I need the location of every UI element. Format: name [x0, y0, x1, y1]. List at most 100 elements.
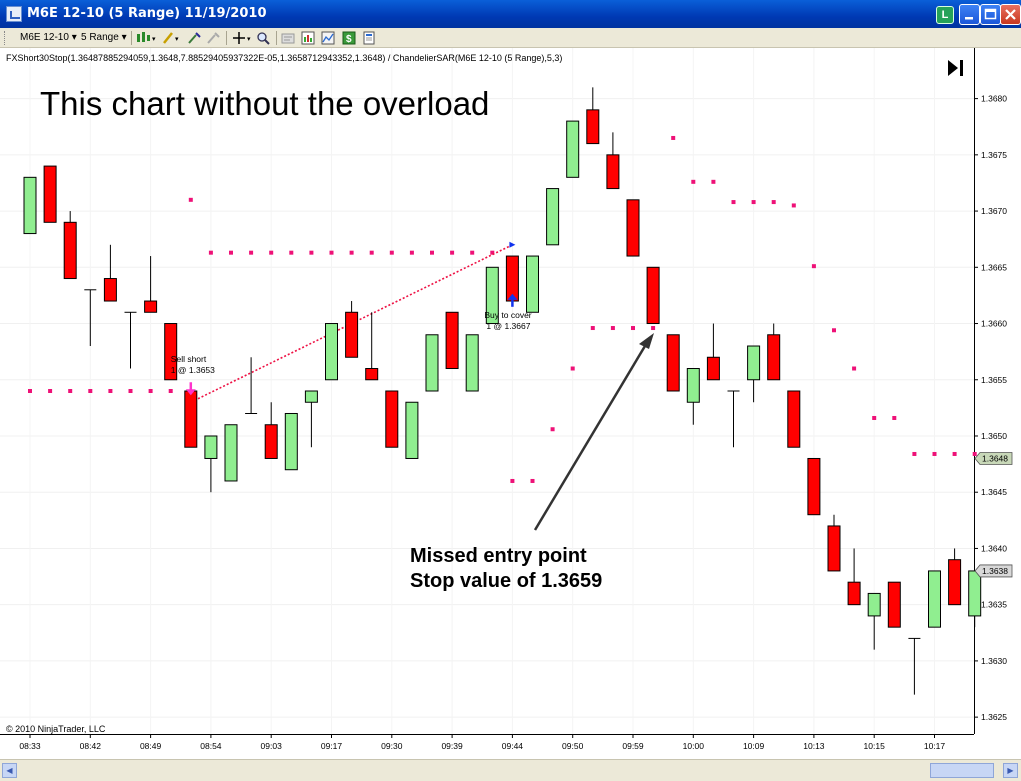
- candle: [385, 390, 399, 448]
- x-tick-label: 10:15: [864, 741, 886, 751]
- candle: [345, 301, 359, 358]
- y-tick-label: 1.3680: [981, 94, 1007, 104]
- candle: [23, 176, 37, 235]
- candle-body-down: [43, 165, 57, 223]
- stop-dot: [852, 366, 857, 371]
- x-tick-label: 09:30: [381, 741, 403, 751]
- candle: [686, 368, 700, 425]
- stop-dot: [791, 203, 796, 208]
- stop-dot: [229, 250, 233, 255]
- horizontal-scrollbar[interactable]: ◀ ▶: [0, 759, 1021, 781]
- maximize-button[interactable]: [980, 4, 1001, 25]
- candle-body-up: [566, 120, 580, 178]
- order-entry-icon[interactable]: [281, 31, 295, 45]
- candle: [224, 424, 238, 482]
- indicator-label: FXShort30Stop(1.36487885294059,1.3648,7.…: [6, 53, 562, 63]
- strategies-icon[interactable]: [206, 31, 220, 45]
- candle-body-up: [526, 255, 539, 313]
- candle-body-down: [706, 356, 720, 381]
- candle-body-up: [747, 345, 761, 381]
- y-tick-label: 1.3625: [981, 712, 1007, 722]
- chart-properties-icon[interactable]: [321, 31, 335, 45]
- candle-body-up: [204, 435, 218, 459]
- candle-body-up: [425, 334, 439, 392]
- x-tick-label: 10:13: [803, 741, 825, 751]
- candle: [304, 390, 318, 448]
- x-tick-label: 08:42: [80, 741, 102, 751]
- candle-body-up: [224, 424, 238, 482]
- candle-body-up: [23, 176, 37, 235]
- window-titlebar: M6E 12-10 (5 Range) 11/19/2010 L: [0, 0, 1021, 28]
- x-tick-label: 09:39: [441, 741, 463, 751]
- candle: [63, 211, 77, 280]
- crosshair-icon[interactable]: ▾: [232, 31, 251, 45]
- x-tick-label: 09:17: [321, 741, 343, 751]
- candle: [84, 289, 97, 347]
- link-badge-button[interactable]: L: [936, 6, 954, 24]
- instrument-selector[interactable]: M6E 12-10 ▾: [20, 32, 77, 43]
- price-marker-tag: [974, 452, 1013, 465]
- stop-dot: [711, 179, 716, 184]
- price-chart[interactable]: 1.3625 1.3630 1.3635 1.3640 1.3645 1.3650 1.36…: [0, 48, 1021, 759]
- candle-body-up: [686, 368, 700, 403]
- toolbar-grip[interactable]: [4, 31, 8, 45]
- candle-body-down: [666, 334, 680, 392]
- stop-series: [28, 135, 977, 483]
- candle-body-down: [827, 525, 841, 572]
- window-title: M6E 12-10 (5 Range) 11/19/2010: [27, 6, 267, 21]
- stop-dot: [48, 389, 53, 393]
- candle: [103, 244, 117, 302]
- period-selector[interactable]: 5 Range ▾: [81, 32, 127, 43]
- exit-marker: [509, 241, 516, 248]
- stop-dot: [490, 250, 495, 255]
- bar-type-icon[interactable]: ▾: [136, 31, 156, 45]
- candle-body-down: [586, 109, 600, 145]
- close-button[interactable]: [1000, 4, 1021, 25]
- stop-dot: [631, 326, 635, 331]
- candle: [787, 390, 801, 448]
- candle: [325, 323, 338, 381]
- stop-dot: [530, 478, 535, 483]
- stop-dot: [610, 326, 615, 331]
- candle: [606, 132, 620, 190]
- scroll-right-button[interactable]: ▶: [1003, 763, 1018, 778]
- stop-dot: [912, 451, 917, 456]
- stop-dot: [590, 326, 595, 331]
- candle: [425, 334, 439, 392]
- trade-label: Sell short: [171, 354, 207, 364]
- candle: [767, 323, 781, 381]
- scroll-left-button[interactable]: ◀: [2, 763, 17, 778]
- candle: [867, 592, 881, 650]
- y-tick-label: 1.3655: [981, 375, 1007, 385]
- scroll-thumb[interactable]: [930, 763, 994, 778]
- callout-line-1: Missed entry point: [410, 545, 587, 567]
- stop-dot: [892, 415, 897, 420]
- trade-detail: 1 @ 1.3667: [486, 321, 530, 331]
- candle: [526, 255, 539, 313]
- stop-dot: [389, 250, 394, 255]
- x-tick-label: 09:44: [502, 741, 524, 751]
- candle: [908, 637, 921, 695]
- sell-arrow-icon: [185, 389, 196, 396]
- templates-icon[interactable]: [362, 31, 376, 45]
- stop-dot: [651, 326, 656, 331]
- minimize-button[interactable]: [959, 4, 980, 25]
- chart-panel[interactable]: 1.3625 1.3630 1.3635 1.3640 1.3645 1.3650 1.36…: [0, 48, 1021, 759]
- candle: [465, 334, 479, 392]
- drawing-tool-icon[interactable]: ▾: [162, 31, 179, 45]
- data-series-icon[interactable]: [301, 31, 315, 45]
- candle-body-up: [546, 188, 560, 246]
- candlesticks: [23, 87, 982, 695]
- x-tick-label: 10:00: [683, 741, 705, 751]
- zoom-icon[interactable]: [256, 31, 270, 45]
- indicators-icon[interactable]: [187, 31, 201, 45]
- scroll-to-end-icon[interactable]: [948, 60, 963, 76]
- copyright-notice: © 2010 NinjaTrader, LLC: [6, 724, 106, 734]
- stop-dot: [751, 200, 756, 205]
- stop-dot: [671, 135, 676, 140]
- y-tick-label: 1.3670: [981, 206, 1007, 216]
- dollar-icon[interactable]: $: [342, 31, 356, 45]
- candle-body-down: [103, 278, 117, 302]
- stop-dot: [68, 389, 73, 393]
- stop-dot: [369, 250, 374, 255]
